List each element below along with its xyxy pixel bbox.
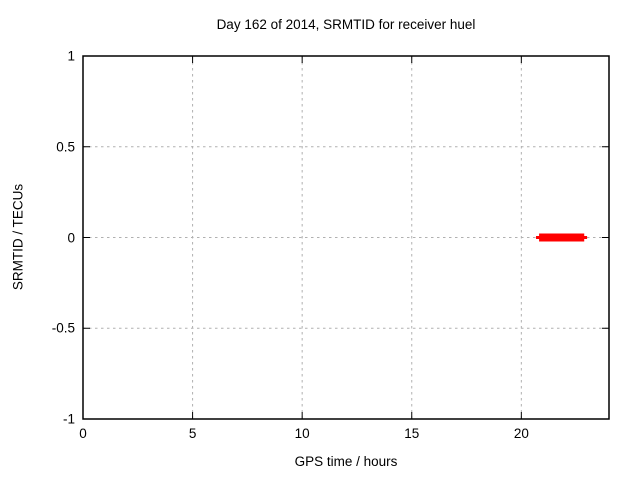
y-tick-label: 0.5 (56, 139, 75, 155)
y-tick-label: -0.5 (51, 320, 75, 336)
grid-lines (83, 56, 609, 419)
x-axis-label: GPS time / hours (294, 454, 398, 469)
y-tick-label: 1 (67, 48, 75, 64)
x-tick-label: 20 (513, 426, 529, 441)
chart-title: Day 162 of 2014, SRMTID for receiver hue… (216, 17, 476, 32)
y-tick-label: -1 (62, 411, 75, 427)
x-tick-label: 15 (404, 426, 420, 441)
x-tick-label: 5 (188, 426, 197, 441)
y-axis-label: SRMTID / TECUs (10, 183, 26, 291)
y-tick-label: 0 (67, 230, 75, 245)
x-tick-label: 0 (79, 426, 87, 441)
x-tick-label: 10 (294, 426, 310, 441)
plot-border (82, 55, 610, 420)
